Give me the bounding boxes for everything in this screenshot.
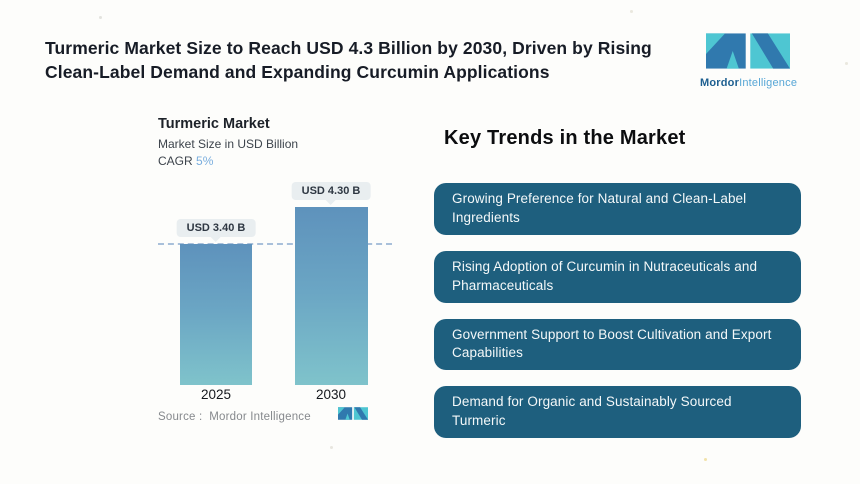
- trend-card-organic: Demand for Organic and Sustainably Sourc…: [434, 386, 801, 439]
- axis-label-2030: 2030: [315, 387, 347, 402]
- bar-chart-plot: USD 3.40 B USD 4.30 B 2025 2030: [158, 180, 408, 402]
- background-speckle: [630, 10, 633, 13]
- mordor-logo-mini-icon: [338, 405, 368, 427]
- trend-card-clean-label: Growing Preference for Natural and Clean…: [434, 183, 801, 235]
- reference-dashline: [158, 243, 392, 245]
- background-speckle: [99, 16, 102, 19]
- trend-list: Growing Preference for Natural and Clean…: [434, 183, 801, 454]
- source-value: Mordor Intelligence: [209, 411, 311, 423]
- brand-wordmark-bold: Mordor: [700, 77, 740, 89]
- axis-label-2025: 2025: [200, 387, 232, 402]
- cagr-value: 5%: [196, 154, 214, 168]
- trend-card-government: Government Support to Boost Cultivation …: [434, 318, 801, 371]
- brand-wordmark: MordorIntelligence: [700, 77, 798, 89]
- page-title: Turmeric Market Size to Reach USD 4.3 Bi…: [45, 38, 652, 83]
- value-pill-2030: USD 4.30 B: [291, 182, 371, 200]
- chart-title: Turmeric Market: [158, 116, 270, 132]
- trends-heading: Key Trends in the Market: [444, 127, 686, 149]
- source-label: Source :: [158, 411, 203, 423]
- chart-subtitle: Market Size in USD Billion: [158, 137, 299, 151]
- bar-2025: [180, 244, 252, 385]
- mordor-logo-icon: [700, 28, 796, 74]
- cagr-label: CAGR: [158, 154, 193, 168]
- source-line: Source : Mordor Intelligence: [158, 411, 311, 423]
- background-speckle: [330, 446, 333, 449]
- background-speckle: [845, 62, 848, 65]
- trend-card-curcumin: Rising Adoption of Curcumin in Nutraceut…: [434, 250, 801, 303]
- value-pill-2025: USD 3.40 B: [176, 219, 256, 237]
- brand-wordmark-light: Intelligence: [739, 77, 798, 89]
- chart-cagr-line: CAGR 5%: [158, 154, 213, 168]
- background-speckle: [704, 458, 707, 461]
- brand-block: MordorIntelligence: [700, 28, 798, 89]
- bar-2030: [295, 207, 368, 385]
